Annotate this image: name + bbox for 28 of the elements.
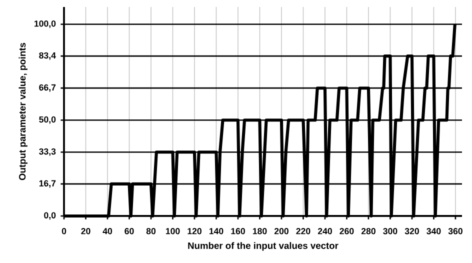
y-tick-label: 100,0: [34, 20, 56, 28]
x-tick-label: 0: [62, 228, 66, 234]
y-tick-label: 16,7: [39, 180, 56, 188]
y-tick-label: 83,4: [39, 52, 56, 60]
x-tick-label: 40: [102, 228, 112, 234]
x-tick-label: 180: [252, 228, 267, 234]
x-tick-label: 260: [340, 228, 354, 234]
x-tick-label: 360: [448, 228, 462, 234]
x-tick-label: 280: [361, 228, 376, 234]
y-tick-label: 50,0: [39, 116, 56, 124]
x-tick-label: 320: [404, 228, 419, 234]
x-tick-label: 200: [274, 228, 288, 234]
x-tick-label: 60: [124, 228, 134, 234]
y-tick-label: 66,7: [39, 84, 56, 92]
x-tick-label: 340: [426, 228, 441, 234]
x-tick-label: 20: [81, 228, 90, 234]
y-tick-label: 0,0: [44, 212, 56, 220]
x-tick-label: 300: [383, 228, 398, 234]
x-tick-label: 80: [146, 228, 156, 234]
x-tick-label: 160: [231, 228, 245, 234]
y-tick-label: 33,3: [39, 148, 56, 156]
x-tick-label: 100: [166, 228, 180, 234]
x-tick-label: 120: [188, 228, 202, 234]
x-tick-label: 220: [296, 228, 310, 234]
x-tick-label: 240: [318, 228, 332, 234]
x-tick-label: 140: [209, 228, 224, 234]
y-axis-title: Output parameter value, points: [18, 42, 28, 180]
x-axis-title: Number of the input values vector: [188, 242, 338, 251]
